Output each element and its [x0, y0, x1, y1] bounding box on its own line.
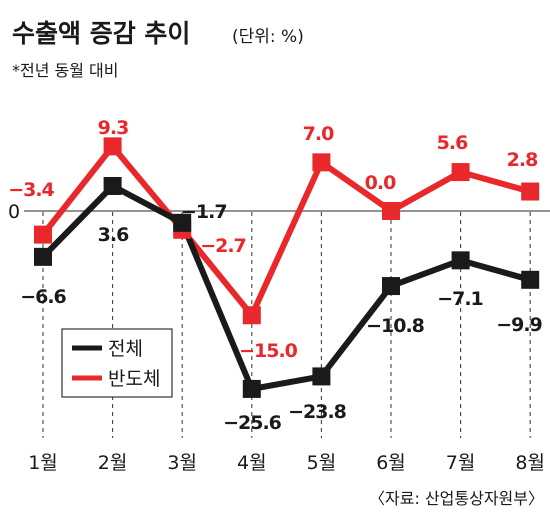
data-label-total: −25.6	[223, 412, 282, 434]
data-label-semiconductor: 9.3	[98, 117, 129, 139]
data-point-total	[34, 247, 52, 266]
legend-label-semiconductor: 반도체	[108, 368, 160, 390]
x-tick-label: 4월	[237, 452, 267, 474]
data-point-semiconductor	[242, 306, 261, 325]
x-axis-ticks: 1월 2월 3월 4월 5월 6월 7월 8월	[28, 452, 545, 474]
data-label-semiconductor: 7.0	[303, 123, 334, 145]
chart-subtitle: *전년 동월 대비	[12, 61, 119, 80]
data-point-semiconductor	[103, 137, 122, 156]
data-label-semiconductor: 5.6	[437, 132, 468, 154]
data-labels: −6.6 3.6 −1.7 −25.6 −23.8 −10.8 −7.1 −9.9 −3.4 9.…	[8, 117, 543, 434]
data-label-semiconductor: 0.0	[365, 172, 396, 194]
x-tick-label: 7월	[446, 452, 476, 474]
data-label-semiconductor: −15.0	[239, 340, 298, 362]
data-label-total: 3.6	[98, 224, 129, 246]
data-point-total	[451, 251, 470, 270]
x-tick-label: 8월	[515, 452, 545, 474]
x-tick-label: 1월	[28, 452, 58, 474]
data-point-semiconductor	[382, 202, 400, 220]
data-label-semiconductor: −2.7	[200, 235, 246, 257]
zero-axis-label: 0	[8, 201, 20, 223]
data-point-semiconductor	[312, 153, 331, 172]
data-point-total	[312, 367, 331, 386]
data-point-total	[242, 379, 261, 398]
legend-box	[61, 328, 173, 398]
x-tick-label: 3월	[167, 452, 197, 474]
data-point-total	[521, 270, 540, 289]
data-label-total: −10.8	[366, 315, 425, 337]
data-point-semiconductor	[451, 163, 470, 182]
category-guides	[42, 212, 531, 438]
x-tick-label: 2월	[98, 452, 128, 474]
x-tick-label: 6월	[376, 452, 406, 474]
legend-label-total: 전체	[108, 338, 143, 360]
data-label-total: −9.9	[496, 314, 542, 336]
data-label-semiconductor: 2.8	[507, 149, 538, 171]
data-point-total	[103, 176, 122, 195]
data-label-total: −7.1	[437, 288, 483, 310]
series-line-semiconductor	[40, 141, 532, 321]
data-label-total: −6.6	[20, 286, 66, 308]
data-point-semiconductor	[34, 225, 52, 244]
data-label-total: −1.7	[181, 201, 227, 223]
legend: 전체 반도체	[61, 328, 173, 398]
x-tick-label: 5월	[307, 452, 337, 474]
series-markers	[34, 137, 540, 398]
source-note: 〈자료: 산업통상자원부〉	[369, 489, 544, 508]
chart-title: 수출액 증감 추이	[12, 19, 190, 48]
data-point-total	[382, 277, 400, 296]
data-point-semiconductor	[521, 182, 540, 201]
chart-unit: (단위: %)	[232, 27, 304, 47]
series-line-total	[40, 182, 532, 393]
data-label-semiconductor: −3.4	[8, 179, 54, 201]
data-label-total: −23.8	[288, 401, 347, 423]
data-point-total	[173, 213, 192, 232]
series-lines	[40, 141, 532, 393]
